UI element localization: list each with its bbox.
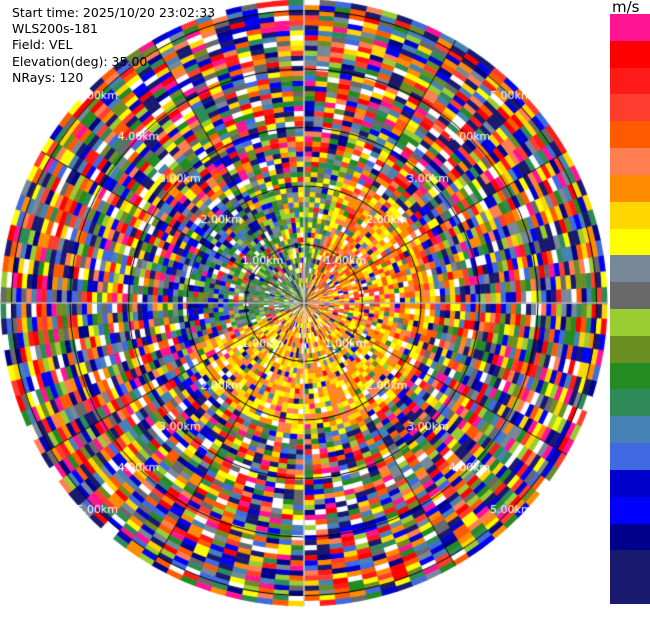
- station-text: WLS200s-181: [12, 21, 98, 37]
- colorbar-segment: [610, 362, 650, 390]
- colorbar-segment: [610, 443, 650, 471]
- colorbar-segment: [610, 577, 650, 605]
- colorbar: 26.021.017.013.010.08.06.04.02.01.00.0-1…: [610, 14, 650, 620]
- scan-info: Start time: 2025/10/20 23:02:33 WLS200s-…: [12, 5, 215, 86]
- elevation-text: Elevation(deg): 35.00: [12, 53, 148, 69]
- colorbar-segment: [610, 523, 650, 551]
- ppi-scan-plot: [0, 0, 610, 610]
- colorbar-segment: [610, 40, 650, 69]
- colorbar-unit: m/s: [612, 0, 640, 16]
- colorbar-segment: [610, 469, 650, 498]
- colorbar-segment: [610, 67, 650, 95]
- colorbar-segment: [610, 389, 650, 417]
- colorbar-segment: [610, 148, 650, 176]
- colorbar-segment: [610, 174, 650, 203]
- field-text: Field: VEL: [12, 37, 73, 53]
- colorbar-segment: [610, 228, 650, 256]
- nrays-text: NRays: 120: [12, 69, 84, 85]
- colorbar-segment: [610, 121, 650, 149]
- colorbar-segment: [610, 94, 650, 122]
- colorbar-segment: [610, 335, 650, 364]
- colorbar-tick-label: -30.0: [616, 608, 644, 620]
- colorbar-segment: [610, 496, 650, 525]
- colorbar-segment: [610, 282, 650, 310]
- colorbar-segment: [610, 255, 650, 283]
- colorbar-segment: [610, 14, 650, 42]
- colorbar-segment: [610, 416, 650, 444]
- colorbar-segment: [610, 550, 650, 578]
- colorbar-segment: [610, 201, 650, 230]
- colorbar-segment: [610, 309, 650, 337]
- start-time-text: Start time: 2025/10/20 23:02:33: [12, 5, 216, 20]
